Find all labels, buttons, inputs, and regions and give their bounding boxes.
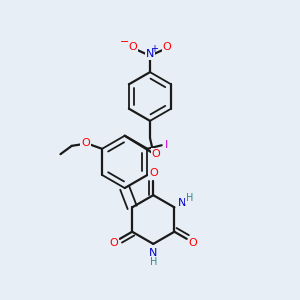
Text: +: + — [150, 44, 158, 54]
Text: N: N — [149, 248, 158, 258]
Text: O: O — [163, 43, 172, 52]
Text: N: N — [146, 49, 154, 59]
Text: O: O — [152, 149, 160, 159]
Text: O: O — [109, 238, 118, 248]
Text: −: − — [120, 38, 129, 47]
Text: H: H — [186, 194, 194, 203]
Text: O: O — [149, 169, 158, 178]
Text: I: I — [164, 140, 168, 150]
Text: O: O — [189, 238, 197, 248]
Text: O: O — [128, 43, 137, 52]
Text: O: O — [81, 138, 90, 148]
Text: H: H — [150, 257, 157, 267]
Text: N: N — [178, 198, 186, 208]
